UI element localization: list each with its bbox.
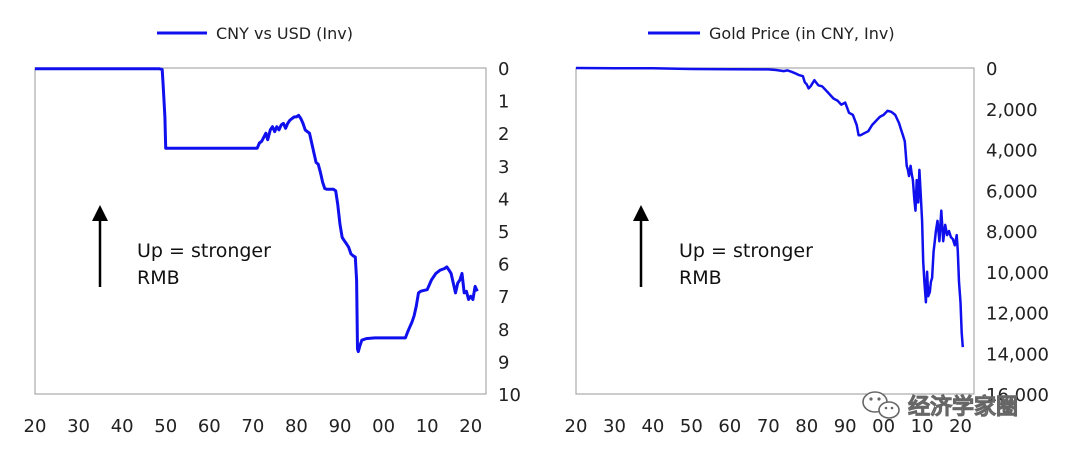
annotation: Up = stronger RMB	[633, 205, 813, 289]
plot-area	[34, 67, 487, 395]
x-tick-label: 20	[565, 416, 588, 437]
y-tick-label: 4,000	[986, 141, 1038, 162]
chart-cny-vs-usd: CNY vs USD (Inv) 20 30 40 50 60 70 80 90 00 10 20 …	[24, 24, 521, 437]
x-tick-label: 20	[949, 416, 972, 437]
up-arrow-icon	[633, 205, 649, 221]
y-tick-label: 14,000	[986, 344, 1049, 365]
x-tick-label: 50	[154, 416, 177, 437]
y-tick-label: 1	[498, 92, 509, 113]
x-tick-label: 90	[834, 416, 857, 437]
legend-label: CNY vs USD (Inv)	[216, 24, 353, 43]
y-tick-label: 16,000	[986, 385, 1049, 406]
y-tick-label: 8	[498, 320, 509, 341]
series-line-cny-usd	[35, 67, 479, 354]
up-arrow-icon	[92, 205, 108, 221]
y-tick-label: 0	[498, 59, 509, 80]
y-tick-labels: 0 1 2 3 4 5 6 7 8 9 10	[498, 59, 521, 406]
y-tick-labels: 0 2,000 4,000 6,000 8,000 10,000 12,000 14,000 1…	[986, 59, 1049, 406]
annotation-line-1: Up = stronger	[137, 240, 271, 262]
x-tick-label: 10	[416, 416, 439, 437]
x-tick-label: 10	[911, 416, 934, 437]
y-tick-label: 3	[498, 157, 509, 178]
annotation-line-1: Up = stronger	[679, 240, 813, 262]
annotation-line-2: RMB	[137, 267, 180, 289]
x-tick-label: 80	[795, 416, 818, 437]
x-tick-label: 70	[757, 416, 780, 437]
y-tick-label: 0	[986, 59, 997, 80]
x-tick-label: 40	[641, 416, 664, 437]
x-tick-label: 80	[285, 416, 308, 437]
annotation-line-2: RMB	[679, 267, 722, 289]
series-line-gold-price	[575, 66, 965, 348]
legend-label: Gold Price (in CNY, Inv)	[709, 24, 895, 43]
y-tick-label: 6,000	[986, 181, 1038, 202]
y-tick-label: 9	[498, 352, 509, 373]
x-tick-label: 00	[372, 416, 395, 437]
y-tick-label: 8,000	[986, 222, 1038, 243]
x-tick-label: 60	[198, 416, 221, 437]
y-tick-label: 6	[498, 255, 509, 276]
y-tick-label: 2	[498, 124, 509, 145]
y-tick-label: 10,000	[986, 263, 1049, 284]
x-tick-label: 60	[718, 416, 741, 437]
x-tick-labels: 20 30 40 50 60 70 80 90 00 10 20	[24, 416, 483, 437]
y-tick-label: 2,000	[986, 100, 1038, 121]
plot-area	[575, 67, 975, 395]
x-tick-label: 50	[680, 416, 703, 437]
y-tick-label: 12,000	[986, 304, 1049, 325]
wechat-icon	[862, 391, 900, 419]
x-tick-label: 00	[872, 416, 895, 437]
legend: CNY vs USD (Inv)	[157, 24, 353, 43]
x-tick-label: 30	[603, 416, 626, 437]
x-tick-labels: 20 30 40 50 60 70 80 90 00 10 20	[565, 416, 972, 437]
y-tick-label: 4	[498, 189, 509, 210]
watermark: 经济学家圈	[862, 391, 1018, 420]
x-tick-label: 40	[111, 416, 134, 437]
watermark-text: 经济学家圈	[908, 394, 1018, 420]
x-tick-label: 30	[67, 416, 90, 437]
x-tick-label: 20	[459, 416, 482, 437]
y-tick-label: 10	[498, 385, 521, 406]
legend: Gold Price (in CNY, Inv)	[648, 24, 895, 43]
annotation: Up = stronger RMB	[92, 205, 271, 289]
y-tick-label: 7	[498, 287, 509, 308]
x-tick-label: 70	[241, 416, 264, 437]
x-tick-label: 20	[24, 416, 47, 437]
x-tick-label: 90	[329, 416, 352, 437]
y-tick-label: 5	[498, 222, 509, 243]
chart-gold-price-cny: Gold Price (in CNY, Inv) 20 30 40 50 60 70 80 9…	[565, 24, 1049, 437]
